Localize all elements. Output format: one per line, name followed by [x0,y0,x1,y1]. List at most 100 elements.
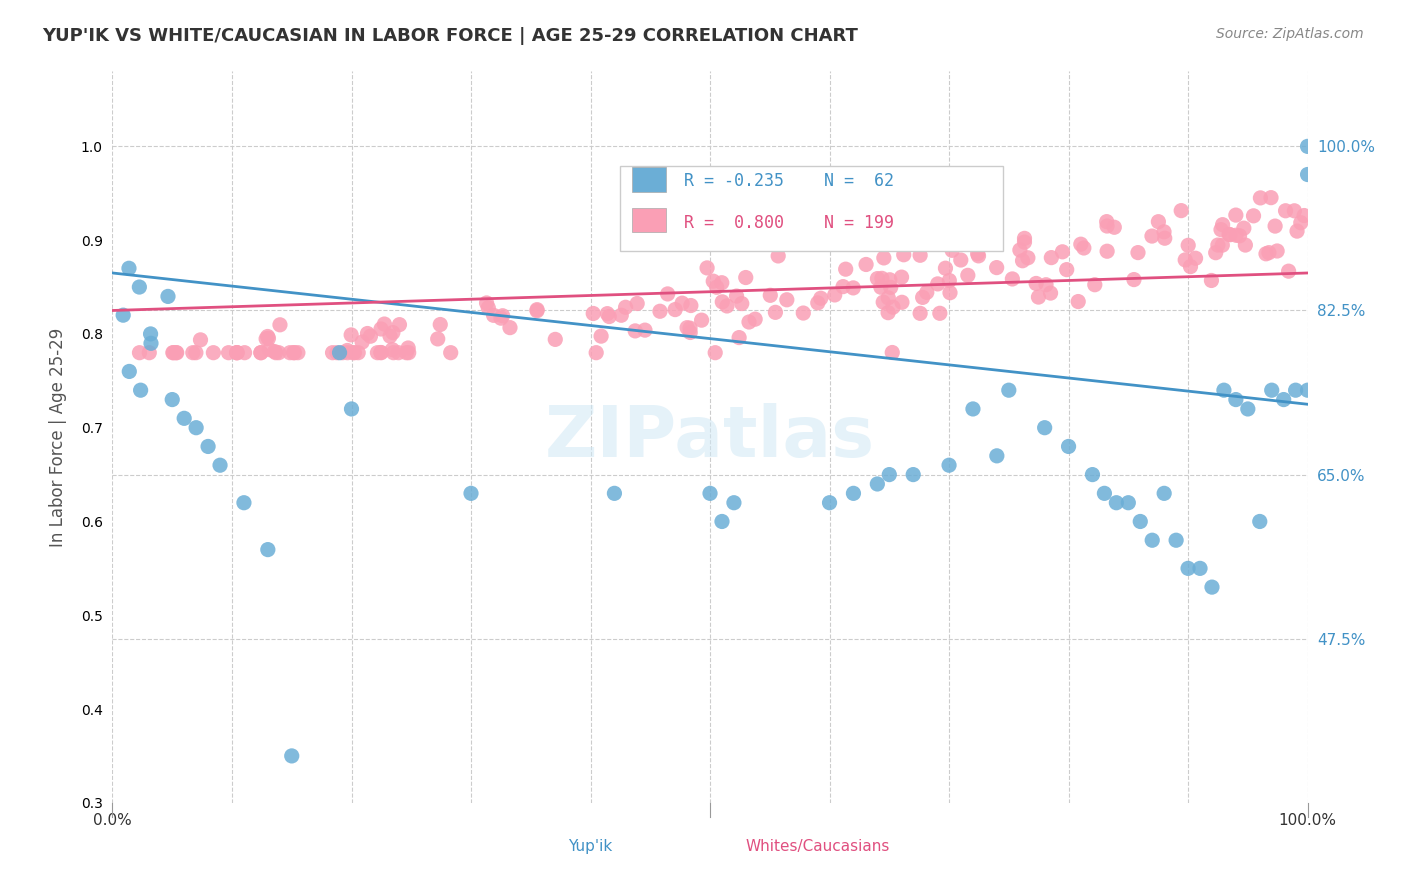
Point [190,333,212,347]
Point [139,326,162,341]
Point [1209,222,1232,236]
Point [877,306,900,320]
Bar [620,167,1002,251]
Point [1095,244,1118,259]
Point [634,323,657,337]
Point [225,345,247,359]
Point [1261,383,1284,397]
Point [939,285,962,300]
Point [949,252,972,267]
Point [927,235,949,250]
Point [225,345,247,359]
Point [1201,580,1223,594]
Point [387,345,409,359]
Point [226,345,249,359]
Point [928,306,950,320]
Point [373,317,395,331]
Point [283,345,305,359]
Point [738,315,761,329]
Point [1095,214,1118,228]
Point [1272,392,1295,407]
Point [679,326,702,340]
Point [1035,277,1057,292]
Point [1147,215,1170,229]
Point [759,288,782,302]
Point [1033,420,1056,434]
Point [336,345,359,359]
Point [278,345,301,359]
Point [834,262,856,277]
Point [118,364,141,378]
Point [378,329,401,343]
Point [322,345,344,359]
Point [197,440,219,454]
Bar [681,836,710,858]
Point [704,345,727,359]
Point [287,345,309,359]
Point [1105,496,1128,510]
Text: Whites/Caucasians: Whites/Caucasians [745,839,890,855]
Point [1213,383,1236,397]
Text: YUP'IK VS WHITE/CAUCASIAN IN LABOR FORCE | AGE 25-29 CORRELATION CHART: YUP'IK VS WHITE/CAUCASIAN IN LABOR FORCE… [42,27,858,45]
Point [218,345,240,359]
Point [879,273,901,287]
Bar [633,168,666,192]
Point [1081,467,1104,482]
Point [156,289,179,303]
Point [1123,272,1146,286]
Point [810,291,832,305]
Point [1142,533,1164,548]
Point [139,336,162,351]
Point [934,261,956,276]
Text: R =  0.800    N = 199: R = 0.800 N = 199 [683,214,894,232]
Point [388,318,411,332]
Point [326,345,349,359]
Point [986,260,1008,275]
Point [956,268,979,283]
Point [657,287,679,301]
Point [998,383,1021,397]
Point [842,281,865,295]
Point [890,270,912,285]
Point [138,345,160,359]
Point [711,294,734,309]
Point [1225,208,1247,222]
Point [723,496,745,510]
Point [1229,228,1251,243]
Point [938,273,960,287]
Point [1028,290,1050,304]
Point [250,345,273,359]
Point [596,307,619,321]
Point [1237,401,1260,416]
Point [257,331,280,345]
Point [706,280,728,294]
Point [233,496,256,510]
Point [356,326,378,341]
Point [1296,139,1319,153]
Point [911,290,934,304]
Point [763,305,786,319]
Point [1296,168,1319,182]
Point [173,411,195,425]
Text: R = -0.235    N =  62: R = -0.235 N = 62 [683,172,894,190]
Point [591,329,613,343]
Point [1140,229,1163,244]
Point [603,486,626,500]
Point [702,274,724,288]
Point [728,330,751,344]
Point [870,280,893,294]
Point [938,458,960,473]
Point [366,345,388,359]
Point [1017,251,1039,265]
Point [824,288,846,302]
Point [582,306,605,320]
Point [1205,245,1227,260]
Point [873,251,896,265]
Point [967,249,990,263]
Point [233,345,256,359]
Point [1084,277,1107,292]
Point [1260,191,1282,205]
Point [1070,237,1092,252]
Point [1278,264,1301,278]
Point [162,345,184,359]
